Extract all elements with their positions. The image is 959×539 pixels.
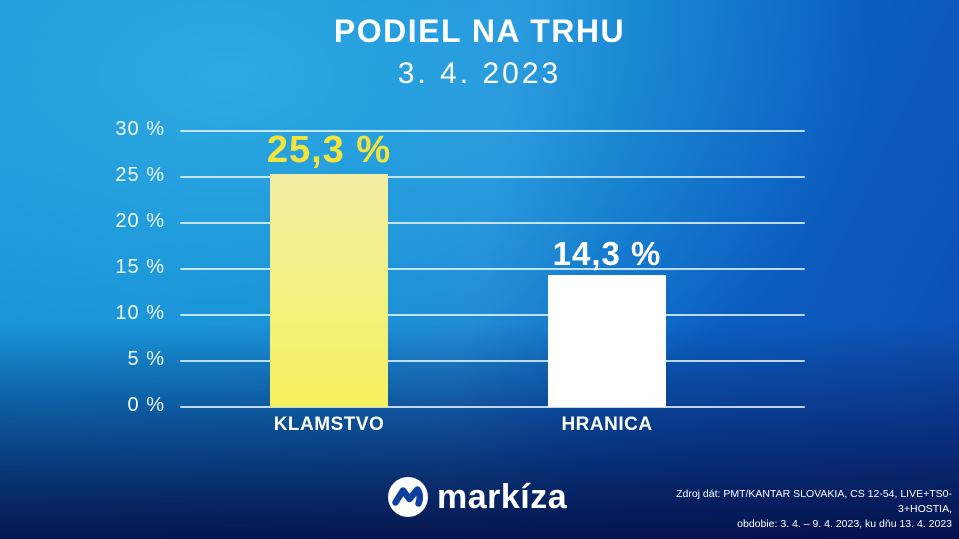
chart-subtitle: 3. 4. 2023	[397, 57, 562, 90]
bar-value-label: 14,3 %	[552, 235, 662, 273]
y-axis-label: 15 %	[115, 256, 165, 278]
y-axis-label: 0 %	[127, 394, 165, 416]
markiza-logo-text: markíza	[437, 478, 568, 516]
bar-klamstvo	[270, 174, 388, 407]
y-axis-label: 10 %	[115, 302, 165, 324]
gridline	[180, 360, 805, 362]
gridline	[180, 130, 805, 132]
bar-value-label: 25,3 %	[266, 129, 392, 172]
markiza-logo: markíza	[388, 477, 567, 517]
chart-title: PODIEL NA TRHU	[333, 13, 626, 49]
gridline	[180, 314, 805, 316]
y-axis-label: 25 %	[115, 164, 165, 186]
x-axis-label: HRANICA	[561, 414, 653, 435]
bar-hranica	[548, 275, 666, 407]
source-line-1: Zdroj dát: PMT/KANTAR SLOVAKIA, CS 12-54…	[676, 488, 952, 515]
y-axis-label: 30 %	[115, 118, 165, 140]
markiza-wave-icon	[388, 477, 428, 517]
source-line-2: obdobie: 3. 4. – 9. 4. 2023, ku dňu 13. …	[737, 518, 952, 530]
gridline	[180, 222, 805, 224]
gridline	[180, 268, 805, 270]
x-axis-label: KLAMSTVO	[273, 414, 385, 435]
gridline	[180, 176, 805, 178]
y-axis-label: 5 %	[127, 348, 165, 370]
source-note: Zdroj dát: PMT/KANTAR SLOVAKIA, CS 12-54…	[652, 487, 952, 532]
gridline	[180, 406, 805, 408]
y-axis-label: 20 %	[115, 210, 165, 232]
